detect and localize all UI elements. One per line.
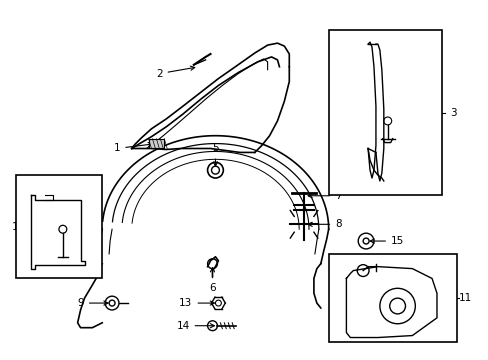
Text: 4: 4 bbox=[362, 122, 383, 132]
Text: 7: 7 bbox=[307, 191, 341, 201]
Text: 1: 1 bbox=[113, 143, 152, 153]
Text: 10: 10 bbox=[12, 222, 25, 232]
Text: 5: 5 bbox=[212, 144, 218, 166]
Text: 15: 15 bbox=[369, 236, 404, 246]
Text: 8: 8 bbox=[307, 219, 341, 229]
Text: 6: 6 bbox=[209, 268, 215, 293]
Bar bbox=[16, 175, 102, 278]
Text: 3: 3 bbox=[449, 108, 455, 118]
Text: 11: 11 bbox=[458, 293, 471, 303]
Bar bbox=[328, 254, 456, 342]
Bar bbox=[328, 30, 441, 195]
Text: 14: 14 bbox=[176, 321, 214, 331]
Text: 13: 13 bbox=[179, 298, 214, 308]
Text: 9: 9 bbox=[77, 298, 108, 308]
Bar bbox=[148, 139, 164, 148]
Text: 2: 2 bbox=[156, 66, 194, 79]
Text: 12: 12 bbox=[336, 257, 359, 269]
